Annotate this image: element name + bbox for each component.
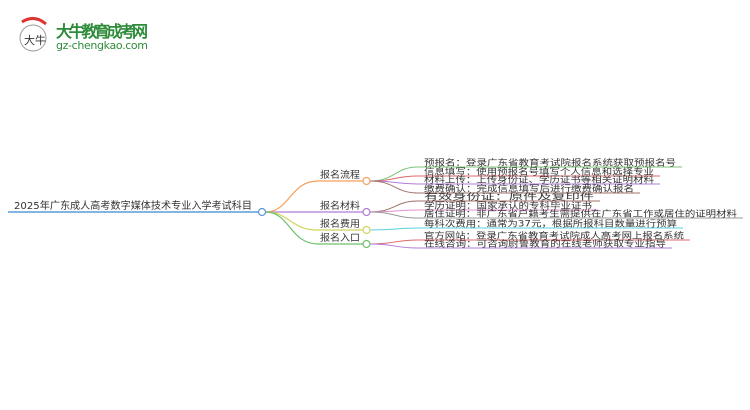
logo-name: 大牛教育成考网 (56, 22, 148, 41)
leaf-connector (369, 211, 419, 219)
leaf-topic[interactable]: 预报名：登录广东省教育考试院报名系统获取预报名号 (424, 158, 676, 169)
leaf-topic[interactable]: 居住证明：非广东省户籍考生需提供在广东省工作或居住的证明材料 (424, 209, 738, 220)
leaf-connector (369, 180, 419, 194)
leaf-topic[interactable]: 每科次费用：通常为37元，根据所报科目数量进行预算 (424, 219, 678, 230)
branch-collapse-toggle[interactable] (362, 207, 371, 217)
root-topic[interactable]: 2025年广东成人高考数字媒体技术专业入学考试科目 (14, 199, 252, 212)
leaf-connector (369, 227, 419, 231)
logo-mark: 大牛 (24, 33, 46, 47)
leaf-topic[interactable]: 学历证明：国家承认的专科毕业证书 (424, 201, 593, 212)
leaf-topic[interactable]: 材料上传：上传身份证、学历证书等相关证明材料 (424, 175, 655, 186)
branch-topic[interactable]: 报名入口 (320, 232, 360, 244)
logo-url: gz-chengkao.com (56, 39, 148, 52)
branch-topic[interactable]: 报名费用 (320, 218, 360, 230)
leaf-topic[interactable]: 在线咨询：可咨询尉鲁教育的在线老师获取专业指导 (424, 239, 667, 250)
branch-connector (265, 211, 319, 245)
branch-topic[interactable]: 报名材料 (320, 200, 361, 212)
leaf-connector (369, 239, 419, 245)
branch-collapse-toggle[interactable] (362, 225, 371, 235)
root-collapse-toggle[interactable] (257, 207, 267, 217)
leaf-connector (369, 209, 419, 213)
branch-topic[interactable]: 报名流程 (320, 169, 361, 181)
branch-collapse-toggle[interactable] (362, 239, 371, 249)
leaf-topic[interactable]: 官方网站：登录广东省教育考试院成人高考网上报名系统 (424, 231, 685, 242)
branch-connector (265, 211, 319, 231)
branch-collapse-toggle[interactable] (362, 176, 371, 186)
branch-connector (265, 180, 319, 213)
leaf-topic[interactable]: 信息填写：使用预报名号填写个人信息和选择专业 (424, 167, 654, 178)
leaf-topic[interactable]: 有效身份证：原件及复印件 (424, 192, 595, 203)
leaf-topic[interactable]: 缴费确认：完成信息填写后进行缴费确认报名 (424, 184, 634, 195)
leaf-connector (369, 243, 419, 249)
logo: 大牛 大牛教育成考网 gz-chengkao.com (19, 17, 148, 52)
logo-mark-icon (19, 24, 47, 52)
